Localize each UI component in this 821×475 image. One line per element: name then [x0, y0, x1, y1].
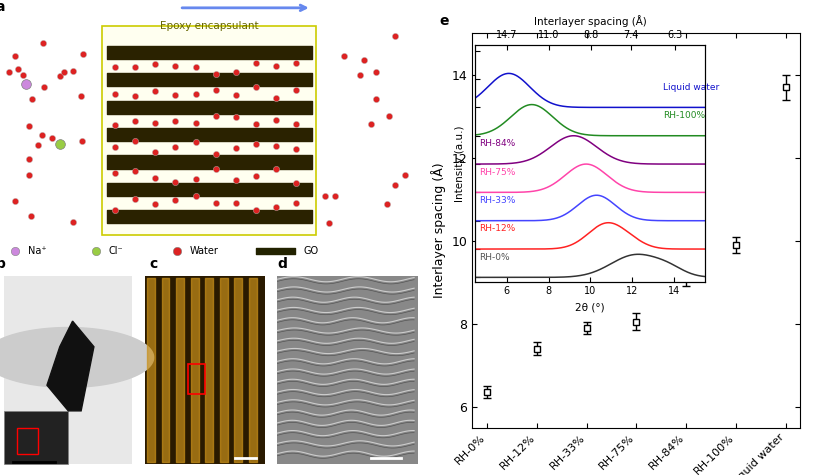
Bar: [277, 276, 419, 465]
Text: Epoxy encapsulant: Epoxy encapsulant: [160, 21, 259, 31]
Bar: [145, 276, 264, 465]
Text: e: e: [439, 14, 449, 28]
Text: Water: Water: [190, 246, 219, 256]
Bar: [103, 26, 316, 235]
Bar: [4, 276, 132, 465]
Bar: [188, 364, 205, 394]
Text: Cl⁻: Cl⁻: [109, 246, 123, 256]
Y-axis label: Interlayer spacing (Å): Interlayer spacing (Å): [431, 162, 446, 298]
Polygon shape: [0, 328, 154, 387]
Bar: [17, 428, 39, 454]
Text: d: d: [277, 257, 287, 271]
Bar: [4, 411, 68, 465]
Text: Na⁺: Na⁺: [28, 246, 46, 256]
Polygon shape: [47, 321, 94, 411]
Text: a: a: [0, 0, 5, 14]
Text: GO: GO: [303, 246, 319, 256]
Text: b: b: [0, 257, 6, 271]
X-axis label: Interlayer spacing (Å): Interlayer spacing (Å): [534, 15, 647, 27]
Text: c: c: [149, 257, 158, 271]
